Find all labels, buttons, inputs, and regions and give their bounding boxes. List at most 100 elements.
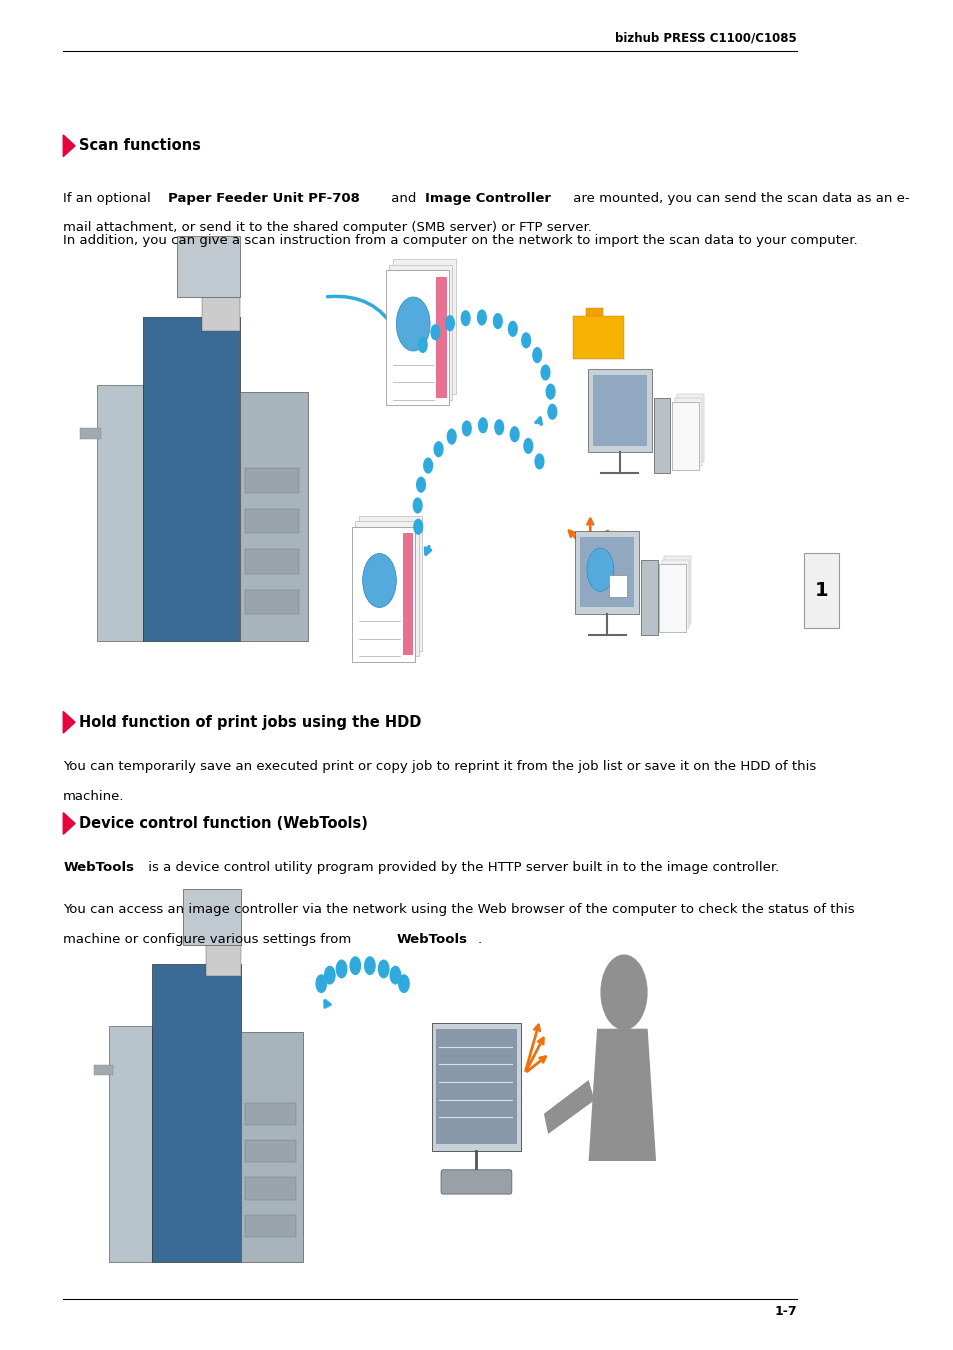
Circle shape <box>362 554 395 608</box>
FancyBboxPatch shape <box>674 398 700 466</box>
Text: WebTools: WebTools <box>63 861 134 875</box>
Text: bizhub PRESS C1100/C1085: bizhub PRESS C1100/C1085 <box>615 31 796 45</box>
Circle shape <box>324 965 335 984</box>
Text: 1-7: 1-7 <box>774 1305 796 1319</box>
Circle shape <box>397 975 410 994</box>
FancyBboxPatch shape <box>177 236 240 297</box>
FancyBboxPatch shape <box>385 270 449 405</box>
FancyBboxPatch shape <box>587 369 651 452</box>
Text: 1: 1 <box>814 580 827 601</box>
FancyBboxPatch shape <box>183 890 241 945</box>
FancyBboxPatch shape <box>802 554 839 628</box>
Text: Image Controller: Image Controller <box>425 192 551 205</box>
Polygon shape <box>63 135 75 157</box>
Circle shape <box>349 956 361 975</box>
FancyBboxPatch shape <box>440 1169 512 1193</box>
Circle shape <box>547 404 557 420</box>
Circle shape <box>532 347 541 363</box>
Circle shape <box>364 956 375 975</box>
Text: mail attachment, or send it to the shared computer (SMB server) or FTP server.: mail attachment, or send it to the share… <box>63 221 592 235</box>
Text: In addition, you can give a scan instruction from a computer on the network to i: In addition, you can give a scan instruc… <box>63 234 857 247</box>
Text: machine.: machine. <box>63 790 125 803</box>
Text: Hold function of print jobs using the HDD: Hold function of print jobs using the HD… <box>79 714 421 730</box>
Circle shape <box>599 954 647 1030</box>
FancyBboxPatch shape <box>358 516 421 651</box>
FancyBboxPatch shape <box>661 560 688 628</box>
Text: You can temporarily save an executed print or copy job to reprint it from the jo: You can temporarily save an executed pri… <box>63 760 816 774</box>
Circle shape <box>493 313 502 329</box>
Circle shape <box>520 332 531 348</box>
FancyBboxPatch shape <box>244 468 299 493</box>
FancyBboxPatch shape <box>143 317 240 641</box>
Circle shape <box>534 454 544 470</box>
FancyBboxPatch shape <box>432 1023 520 1150</box>
Circle shape <box>430 324 440 340</box>
FancyBboxPatch shape <box>671 402 699 470</box>
FancyBboxPatch shape <box>152 964 241 1262</box>
FancyBboxPatch shape <box>436 277 446 398</box>
FancyBboxPatch shape <box>110 1026 152 1262</box>
Circle shape <box>413 518 423 535</box>
FancyBboxPatch shape <box>608 575 627 597</box>
FancyBboxPatch shape <box>245 1139 295 1162</box>
Circle shape <box>460 310 470 327</box>
Text: You can access an image controller via the network using the Web browser of the : You can access an image controller via t… <box>63 903 854 917</box>
Circle shape <box>477 417 488 433</box>
FancyBboxPatch shape <box>240 392 308 641</box>
Circle shape <box>413 497 422 513</box>
FancyBboxPatch shape <box>245 1215 295 1237</box>
Text: is a device control utility program provided by the HTTP server built in to the : is a device control utility program prov… <box>144 861 779 875</box>
FancyBboxPatch shape <box>389 265 452 400</box>
Circle shape <box>377 960 389 979</box>
Circle shape <box>461 420 472 436</box>
Circle shape <box>416 477 426 493</box>
FancyBboxPatch shape <box>659 564 686 632</box>
FancyBboxPatch shape <box>241 1031 303 1262</box>
Circle shape <box>522 437 533 454</box>
FancyBboxPatch shape <box>664 556 691 624</box>
FancyBboxPatch shape <box>245 1103 295 1125</box>
FancyBboxPatch shape <box>575 531 639 614</box>
FancyBboxPatch shape <box>93 1065 113 1076</box>
FancyBboxPatch shape <box>206 945 241 976</box>
Circle shape <box>545 383 555 400</box>
FancyBboxPatch shape <box>80 428 101 439</box>
FancyBboxPatch shape <box>585 308 602 319</box>
Text: Scan functions: Scan functions <box>79 138 201 154</box>
FancyBboxPatch shape <box>436 1029 516 1143</box>
Text: machine or configure various settings from: machine or configure various settings fr… <box>63 933 355 946</box>
Circle shape <box>433 441 443 458</box>
Circle shape <box>315 975 327 994</box>
FancyBboxPatch shape <box>653 398 670 472</box>
Text: WebTools: WebTools <box>396 933 467 946</box>
FancyBboxPatch shape <box>352 526 415 662</box>
Text: If an optional: If an optional <box>63 192 155 205</box>
Circle shape <box>422 458 433 474</box>
Text: Paper Feeder Unit PF-708: Paper Feeder Unit PF-708 <box>168 192 359 205</box>
Text: and: and <box>387 192 420 205</box>
Circle shape <box>444 315 455 331</box>
Circle shape <box>476 309 486 325</box>
Circle shape <box>509 427 519 443</box>
Text: Device control function (WebTools): Device control function (WebTools) <box>79 815 368 832</box>
FancyBboxPatch shape <box>392 259 456 394</box>
Circle shape <box>395 297 430 351</box>
Circle shape <box>446 428 456 444</box>
FancyBboxPatch shape <box>244 590 299 614</box>
Circle shape <box>417 338 427 354</box>
Polygon shape <box>543 1080 594 1134</box>
FancyBboxPatch shape <box>592 375 646 446</box>
FancyBboxPatch shape <box>202 297 240 331</box>
Circle shape <box>586 548 614 591</box>
Polygon shape <box>63 711 75 733</box>
FancyBboxPatch shape <box>97 385 143 641</box>
Text: .: . <box>477 933 481 946</box>
FancyBboxPatch shape <box>402 533 413 655</box>
Circle shape <box>507 321 517 338</box>
Polygon shape <box>588 1029 656 1161</box>
Circle shape <box>539 364 550 381</box>
FancyBboxPatch shape <box>573 316 623 359</box>
Polygon shape <box>63 813 75 834</box>
FancyBboxPatch shape <box>244 549 299 574</box>
FancyBboxPatch shape <box>355 521 418 656</box>
